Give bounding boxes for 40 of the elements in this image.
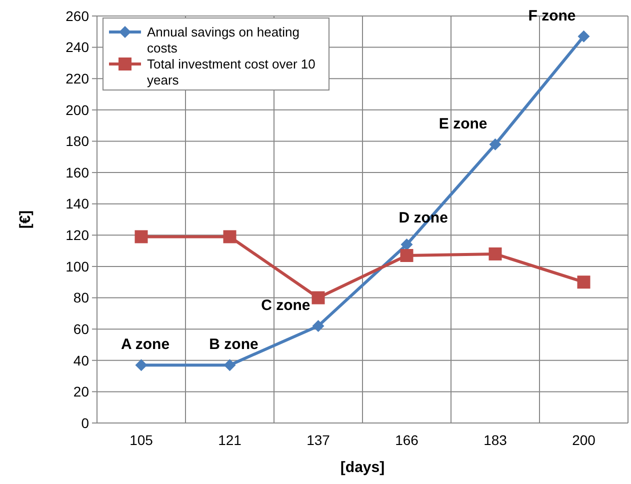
- x-axis-title: [days]: [340, 459, 385, 476]
- x-tick-label: 200: [572, 432, 596, 448]
- y-axis-title: [€]: [17, 210, 34, 229]
- point: [224, 359, 236, 372]
- y-tick-label: 160: [66, 164, 90, 180]
- y-tick-label: 140: [66, 196, 90, 212]
- point: [400, 249, 414, 262]
- point: [135, 359, 148, 372]
- annotation: B zone: [209, 336, 258, 354]
- y-tick-label: 120: [66, 227, 90, 244]
- y-tick-label: 220: [66, 70, 90, 87]
- y-tick-label: 20: [73, 384, 90, 400]
- annotation: E zone: [438, 115, 488, 132]
- y-tick-label: 80: [73, 290, 90, 306]
- x-tick-label: 137: [306, 432, 330, 448]
- x-tick-label: 121: [218, 432, 242, 448]
- x-tick-label: 105: [130, 432, 154, 448]
- point: [312, 320, 324, 332]
- point: [578, 30, 590, 42]
- legend-label: Annual savings on heating costs: [147, 24, 300, 56]
- point: [488, 247, 502, 260]
- legend-label: Total investment cost over 10 years: [147, 56, 316, 88]
- y-tick-label: 200: [66, 102, 90, 118]
- y-tick-label: 240: [66, 39, 90, 56]
- y-tick-label: 260: [66, 8, 90, 24]
- x-tick-label: 166: [395, 432, 419, 448]
- y-tick-label: 40: [73, 352, 90, 368]
- y-tick-label: 100: [66, 258, 90, 274]
- annotation: C zone: [261, 296, 310, 314]
- point: [223, 230, 236, 244]
- x-tick-label: 183: [484, 432, 508, 448]
- point: [134, 230, 148, 244]
- y-tick-label: 180: [66, 133, 90, 150]
- annotation: F zone: [528, 7, 576, 24]
- y-tick-label: 60: [73, 320, 90, 337]
- y-tick-label: 0: [81, 414, 90, 431]
- point: [312, 291, 325, 304]
- point: [577, 276, 590, 289]
- point: [489, 138, 502, 150]
- annotation: A zone: [120, 336, 170, 354]
